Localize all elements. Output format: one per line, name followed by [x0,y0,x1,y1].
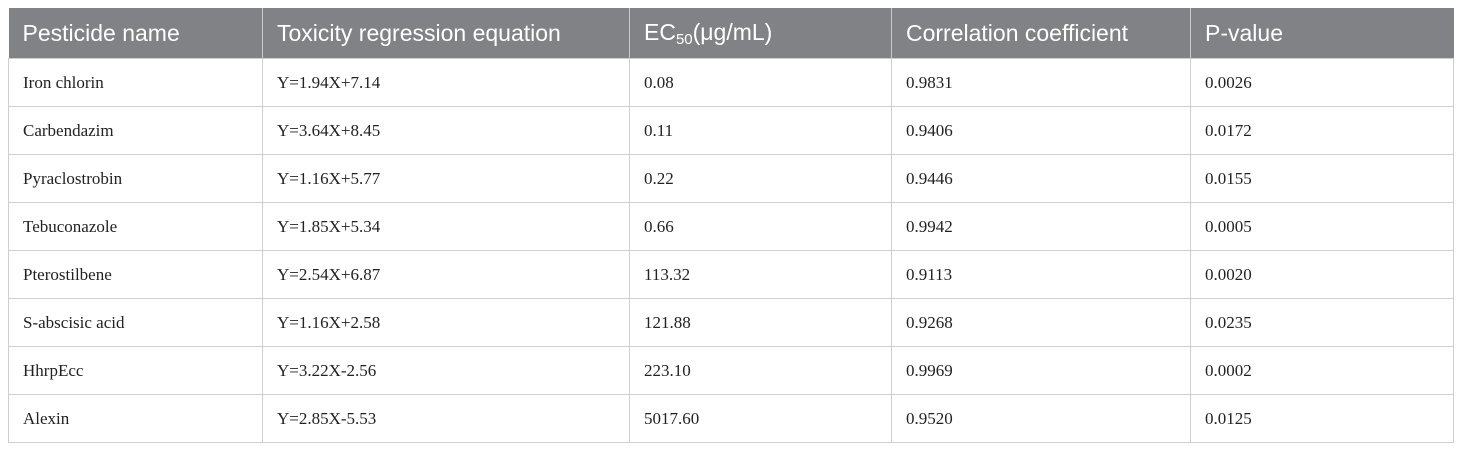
table-cell: 5017.60 [629,394,892,443]
header-cell: Toxicity regression equation [262,8,630,59]
table-cell: HhrpEcc [8,346,263,395]
header-text: EC [644,18,676,45]
table-cell: 0.0125 [1190,394,1454,443]
table-cell: 223.10 [629,346,892,395]
header-cell: EC50(μg/mL) [629,8,892,59]
table-cell: 113.32 [629,250,892,299]
table-cell: Y=1.16X+2.58 [262,298,630,347]
table-cell: Iron chlorin [8,58,263,107]
table-row: Carbendazim Y=3.64X+8.45 0.11 0.9406 0.0172 [8,106,1454,155]
table-cell: 0.9113 [891,250,1191,299]
table-cell: 0.0155 [1190,154,1454,203]
header-subscript: 50 [675,30,693,48]
table-row: Pterostilbene Y=2.54X+6.87 113.32 0.9113 0.0… [8,250,1454,299]
table-cell: Tebuconazole [8,202,263,251]
table-cell: Y=3.22X-2.56 [262,346,630,395]
header-row: Pesticide name Toxicity regression equati… [8,8,1454,59]
table-cell: Y=2.54X+6.87 [262,250,630,299]
table-cell: 0.0235 [1190,298,1454,347]
table-cell: 0.9446 [891,154,1191,203]
table-row: Iron chlorin Y=1.94X+7.14 0.08 0.9831 0.0026 [8,58,1454,107]
table-row: Pyraclostrobin Y=1.16X+5.77 0.22 0.9446 0.01… [8,154,1454,203]
table-cell: Y=1.85X+5.34 [262,202,630,251]
data-table: Pesticide name Toxicity regression equati… [8,8,1454,443]
table-cell: 0.0020 [1190,250,1454,299]
table-row: S-abscisic acid Y=1.16X+2.58 121.88 0.9268 0… [8,298,1454,347]
header-cell: Pesticide name [8,8,263,59]
header-cell: P-value [1190,8,1454,59]
table-cell: Y=1.16X+5.77 [262,154,630,203]
header-text: (μg/mL) [692,18,773,45]
table-cell: 0.0172 [1190,106,1454,155]
table-cell: Pterostilbene [8,250,263,299]
table-cell: Alexin [8,394,263,443]
table-cell: 121.88 [629,298,892,347]
table-cell: 0.9268 [891,298,1191,347]
header-cell: Correlation coefficient [891,8,1191,59]
table-cell: Y=3.64X+8.45 [262,106,630,155]
table-cell: 0.9942 [891,202,1191,251]
table-cell: 0.0002 [1190,346,1454,395]
table-row: Alexin Y=2.85X-5.53 5017.60 0.9520 0.0125 [8,394,1454,443]
table-cell: 0.9406 [891,106,1191,155]
table-cell: Carbendazim [8,106,263,155]
table-cell: S-abscisic acid [8,298,263,347]
table-row: Tebuconazole Y=1.85X+5.34 0.66 0.9942 0.0005 [8,202,1454,251]
table-cell: Y=2.85X-5.53 [262,394,630,443]
table-cell: 0.9831 [891,58,1191,107]
table-cell: 0.11 [629,106,892,155]
table-cell: 0.22 [629,154,892,203]
table-cell: 0.66 [629,202,892,251]
table-body: Iron chlorin Y=1.94X+7.14 0.08 0.9831 0.0026… [8,58,1454,443]
table-cell: Y=1.94X+7.14 [262,58,630,107]
table-cell: 0.08 [629,58,892,107]
table-cell: 0.0005 [1190,202,1454,251]
table-cell: 0.9969 [891,346,1191,395]
table-cell: 0.9520 [891,394,1191,443]
table-row: HhrpEcc Y=3.22X-2.56 223.10 0.9969 0.0002 [8,346,1454,395]
table-cell: 0.0026 [1190,58,1454,107]
table-cell: Pyraclostrobin [8,154,263,203]
